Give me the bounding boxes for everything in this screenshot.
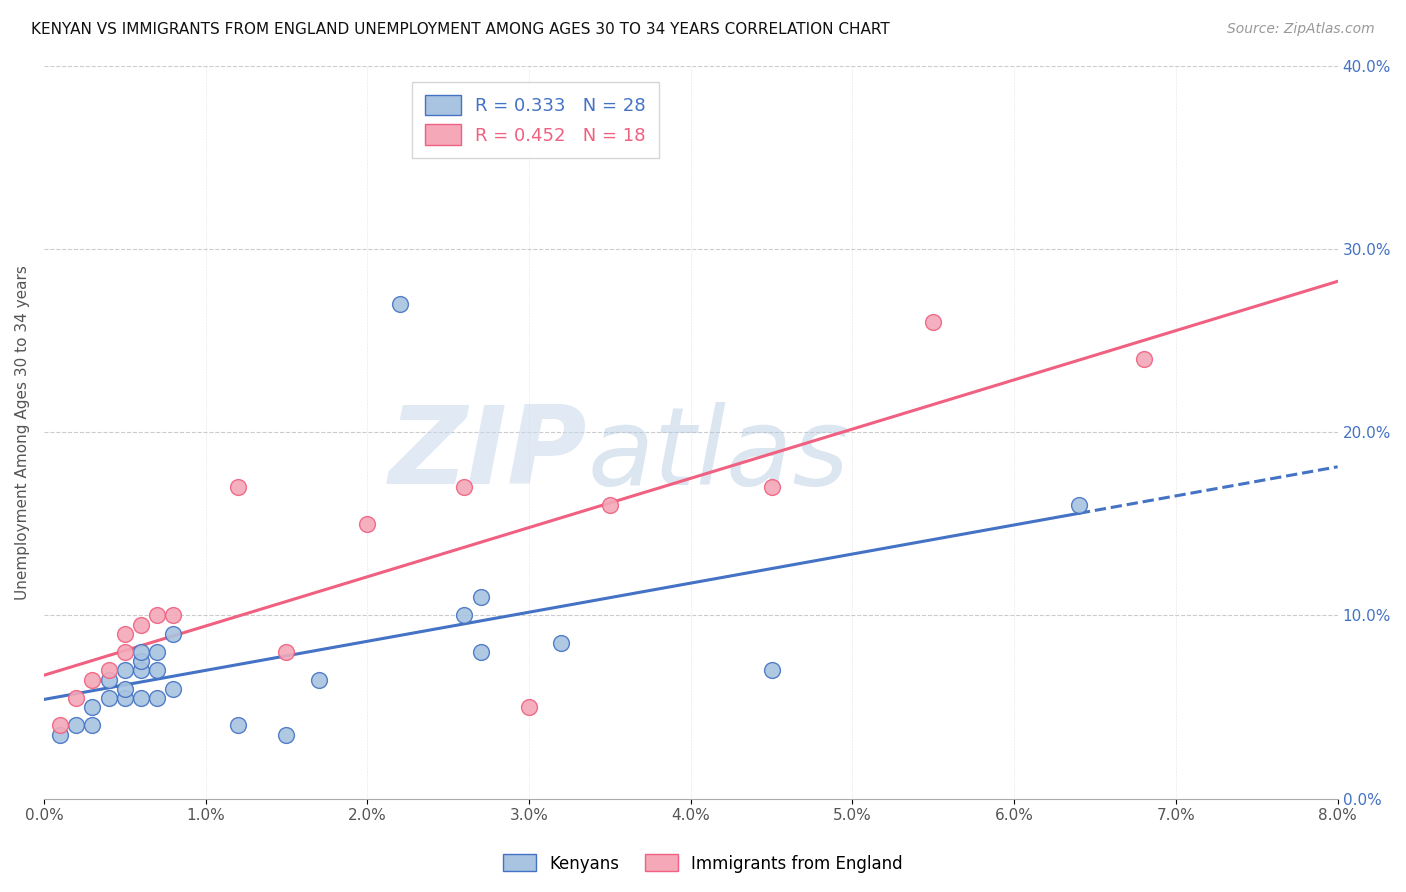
Point — [82, 700, 104, 714]
Point — [453, 480, 475, 494]
Legend: Kenyans, Immigrants from England: Kenyans, Immigrants from England — [496, 847, 910, 880]
Point — [114, 664, 136, 678]
Point — [65, 718, 87, 732]
Point — [388, 297, 411, 311]
Point — [97, 690, 120, 705]
Point — [470, 590, 492, 604]
Point — [129, 617, 152, 632]
Point — [922, 315, 945, 329]
Point — [550, 636, 572, 650]
Point — [65, 690, 87, 705]
Point — [114, 690, 136, 705]
Point — [97, 664, 120, 678]
Point — [49, 728, 72, 742]
Point — [129, 664, 152, 678]
Point — [146, 608, 169, 623]
Point — [146, 645, 169, 659]
Point — [114, 627, 136, 641]
Point — [162, 627, 184, 641]
Point — [761, 664, 783, 678]
Point — [146, 690, 169, 705]
Point — [453, 608, 475, 623]
Text: KENYAN VS IMMIGRANTS FROM ENGLAND UNEMPLOYMENT AMONG AGES 30 TO 34 YEARS CORRELA: KENYAN VS IMMIGRANTS FROM ENGLAND UNEMPL… — [31, 22, 890, 37]
Point — [82, 718, 104, 732]
Point — [276, 728, 298, 742]
Point — [114, 681, 136, 696]
Point — [599, 499, 621, 513]
Point — [49, 718, 72, 732]
Legend: R = 0.333   N = 28, R = 0.452   N = 18: R = 0.333 N = 28, R = 0.452 N = 18 — [412, 82, 659, 158]
Y-axis label: Unemployment Among Ages 30 to 34 years: Unemployment Among Ages 30 to 34 years — [15, 265, 30, 599]
Point — [82, 673, 104, 687]
Point — [517, 700, 540, 714]
Text: atlas: atlas — [588, 401, 849, 507]
Point — [146, 664, 169, 678]
Point — [129, 690, 152, 705]
Text: ZIP: ZIP — [389, 401, 588, 508]
Text: Source: ZipAtlas.com: Source: ZipAtlas.com — [1227, 22, 1375, 37]
Point — [97, 673, 120, 687]
Point — [1067, 499, 1090, 513]
Point — [129, 654, 152, 668]
Point — [129, 645, 152, 659]
Point — [356, 516, 378, 531]
Point — [114, 645, 136, 659]
Point — [226, 480, 249, 494]
Point — [276, 645, 298, 659]
Point — [308, 673, 330, 687]
Point — [470, 645, 492, 659]
Point — [1132, 351, 1154, 366]
Point — [162, 608, 184, 623]
Point — [226, 718, 249, 732]
Point — [162, 681, 184, 696]
Point — [761, 480, 783, 494]
